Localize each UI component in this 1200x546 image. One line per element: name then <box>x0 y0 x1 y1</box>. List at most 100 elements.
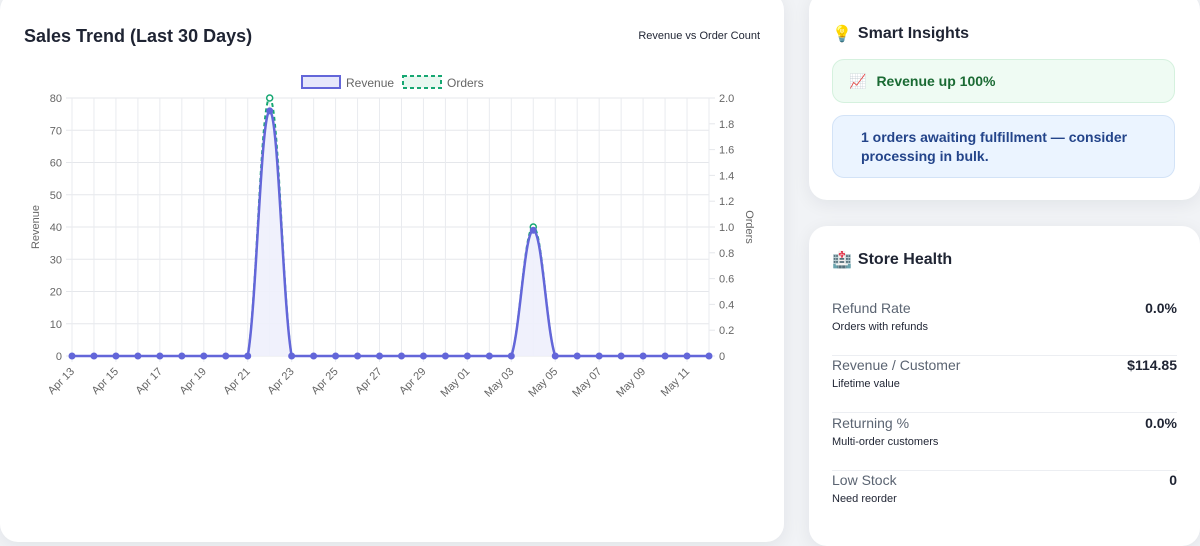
revenue-point <box>441 352 449 360</box>
revenue-point <box>617 352 625 360</box>
y2-tick-label: 1.6 <box>719 145 734 157</box>
smart-insights-card: 💡 Smart Insights 📈 Revenue up 100% 1 ord… <box>809 0 1200 200</box>
x-tick-label: Apr 15 <box>90 366 121 397</box>
x-tick-label: Apr 21 <box>221 366 252 397</box>
revenue-point <box>683 352 691 360</box>
y-tick-label: 80 <box>50 93 62 105</box>
sales-trend-subtitle: Revenue vs Order Count <box>638 30 760 42</box>
metric-description: Orders with refunds <box>832 321 928 333</box>
legend-orders-label: Orders <box>447 76 484 90</box>
metric-label: Returning % <box>832 415 910 431</box>
insight-revenue-text: Revenue up 100% <box>876 73 996 89</box>
legend-revenue-swatch <box>301 75 341 89</box>
metric-refund-rate: Refund Rate Orders with refunds 0.0% <box>832 298 1177 356</box>
revenue-point <box>134 352 142 360</box>
revenue-point <box>529 226 537 234</box>
revenue-point <box>90 352 98 360</box>
x-tick-label: Apr 23 <box>265 366 296 397</box>
x-tick-label: May 01 <box>439 366 473 400</box>
store-health-title-text: Store Health <box>857 251 953 268</box>
metric-description: Multi-order customers <box>832 436 939 448</box>
y2-tick-label: 1.8 <box>719 119 734 131</box>
x-tick-label: Apr 19 <box>178 366 209 397</box>
revenue-point <box>705 352 713 360</box>
store-health-card: 🏥 Store Health Refund Rate Orders with r… <box>809 226 1200 546</box>
x-tick-label: Apr 25 <box>309 366 340 397</box>
revenue-point <box>112 352 120 360</box>
revenue-point <box>376 352 384 360</box>
revenue-point <box>178 352 186 360</box>
x-tick-label: May 03 <box>482 366 516 400</box>
y-tick-label: 40 <box>50 222 62 234</box>
metric-description: Lifetime value <box>832 378 900 390</box>
legend-revenue-label: Revenue <box>346 76 394 90</box>
revenue-point <box>266 107 274 115</box>
revenue-point <box>507 352 515 360</box>
metric-value: 0 <box>1169 472 1177 488</box>
y2-tick-label: 2.0 <box>719 93 734 105</box>
x-tick-label: May 05 <box>526 366 560 400</box>
chart-trending-up-icon: 📈 <box>849 72 867 89</box>
y2-tick-label: 0.2 <box>719 325 734 337</box>
metric-label: Low Stock <box>832 472 897 488</box>
insight-revenue: 📈 Revenue up 100% <box>832 59 1175 103</box>
y-tick-label: 30 <box>50 254 62 266</box>
lightbulb-icon: 💡 <box>832 26 852 43</box>
revenue-point <box>639 352 647 360</box>
y2-axis-title: Orders <box>743 210 755 244</box>
revenue-point <box>68 352 76 360</box>
revenue-point <box>222 352 230 360</box>
revenue-point <box>332 352 340 360</box>
x-tick-label: Apr 27 <box>353 366 384 397</box>
sales-trend-card: Sales Trend (Last 30 Days) Revenue vs Or… <box>0 0 784 542</box>
x-tick-label: May 11 <box>659 366 692 399</box>
revenue-point <box>288 352 296 360</box>
revenue-point <box>156 352 164 360</box>
revenue-point <box>661 352 669 360</box>
smart-insights-title-text: Smart Insights <box>857 25 970 42</box>
y-tick-label: 60 <box>50 158 62 170</box>
x-tick-label: Apr 13 <box>46 366 77 397</box>
metric-label: Refund Rate <box>832 300 911 316</box>
y2-tick-label: 0.4 <box>719 299 734 311</box>
sales-trend-chart: 0 10 20 30 40 50 60 70 80 0 0.2 0.4 0.6 0.8 1.0 1.2 1.4 1… <box>30 75 755 400</box>
y-tick-label: 10 <box>50 319 62 331</box>
revenue-point <box>463 352 471 360</box>
insight-orders: 1 orders awaiting fulfillment — consider… <box>832 115 1175 178</box>
y-axis-title: Revenue <box>30 205 42 249</box>
metric-value: $114.85 <box>1127 357 1177 373</box>
revenue-point <box>310 352 318 360</box>
y2-tick-label: 1.2 <box>719 196 734 208</box>
orders-point <box>265 94 274 102</box>
y2-tick-label: 0 <box>719 351 725 363</box>
revenue-point <box>485 352 493 360</box>
metric-revenue-per-customer: Revenue / Customer Lifetime value $114.8… <box>832 355 1177 413</box>
revenue-point <box>354 352 362 360</box>
x-tick-label: May 07 <box>570 366 604 400</box>
x-tick-label: Apr 17 <box>134 366 165 397</box>
revenue-point <box>595 352 603 360</box>
y2-tick-label: 1.0 <box>719 222 734 234</box>
revenue-area <box>72 110 709 357</box>
metric-label: Revenue / Customer <box>832 357 961 373</box>
revenue-point <box>551 352 559 360</box>
y2-tick-label: 0.6 <box>719 274 734 286</box>
y2-tick-label: 1.4 <box>719 170 734 182</box>
metric-value: 0.0% <box>1145 415 1177 431</box>
y-tick-label: 20 <box>50 287 62 299</box>
insight-orders-text: 1 orders awaiting fulfillment — consider… <box>861 129 1128 164</box>
metric-returning-percent: Returning % Multi-order customers 0.0% <box>832 413 1177 471</box>
x-tick-label: May 09 <box>614 366 648 400</box>
metric-description: Need reorder <box>832 493 897 505</box>
revenue-point <box>244 352 252 360</box>
smart-insights-title: 💡 Smart Insights <box>832 24 969 44</box>
y-tick-label: 70 <box>50 125 62 137</box>
revenue-point <box>573 352 581 360</box>
metric-value: 0.0% <box>1145 300 1177 316</box>
revenue-line <box>72 109 710 358</box>
y-tick-label: 0 <box>56 351 62 363</box>
legend-orders-swatch <box>402 75 442 89</box>
revenue-point <box>200 352 208 360</box>
y-tick-label: 50 <box>50 190 62 202</box>
sales-trend-title: Sales Trend (Last 30 Days) <box>24 26 253 46</box>
